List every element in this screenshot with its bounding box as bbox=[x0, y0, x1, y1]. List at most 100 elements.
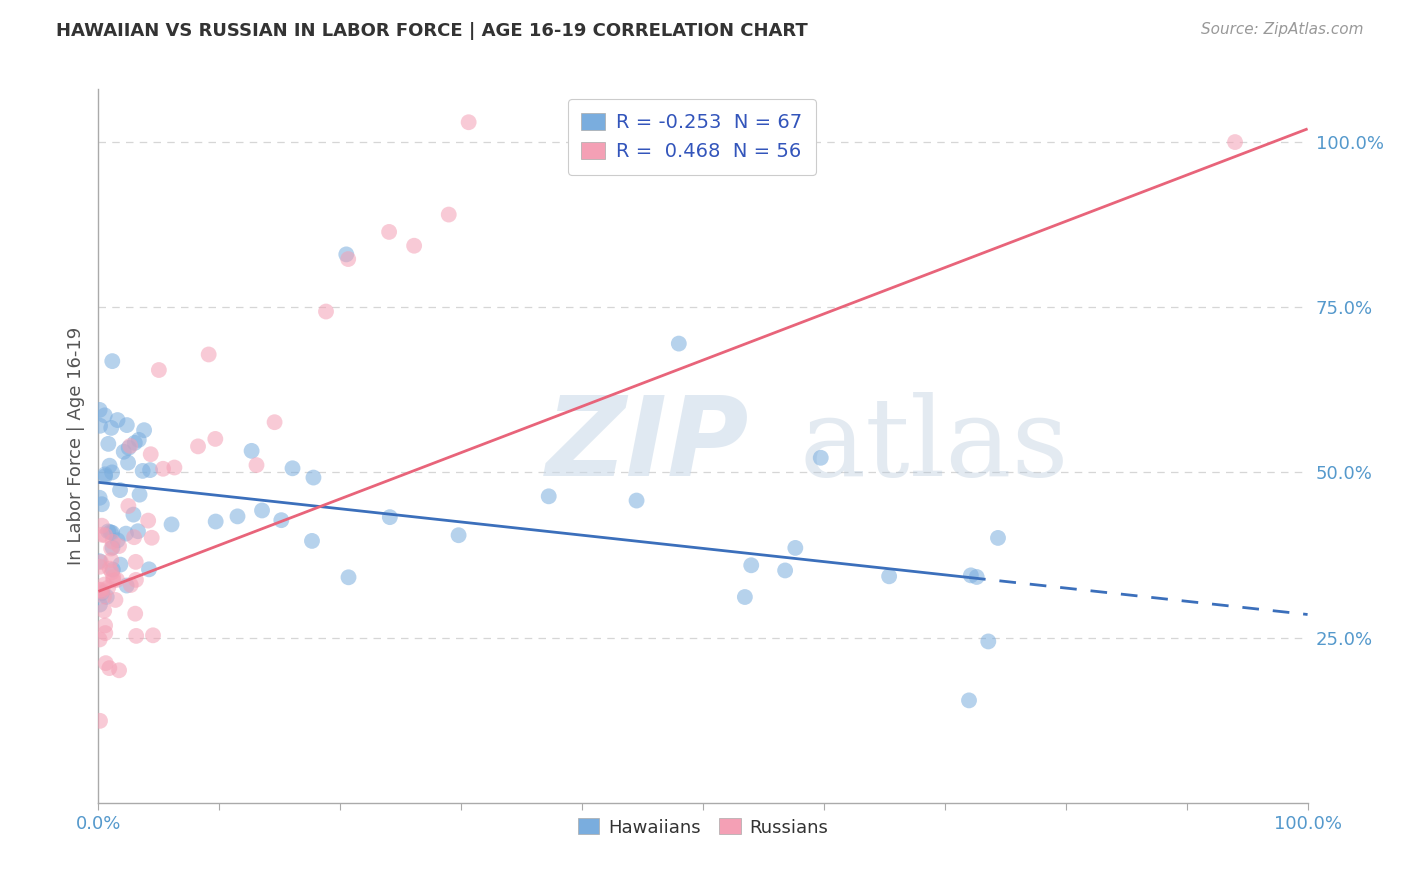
Point bbox=[128, 433, 150, 447]
Point bbox=[91, 586, 114, 600]
Point bbox=[103, 570, 125, 584]
Point bbox=[204, 515, 226, 529]
Text: HAWAIIAN VS RUSSIAN IN LABOR FORCE | AGE 16-19 CORRELATION CHART: HAWAIIAN VS RUSSIAN IN LABOR FORCE | AGE… bbox=[56, 22, 808, 40]
Point bbox=[107, 533, 129, 548]
Point bbox=[101, 541, 124, 555]
Point bbox=[93, 590, 115, 604]
Point bbox=[89, 554, 111, 568]
Point bbox=[537, 489, 560, 503]
Point bbox=[204, 432, 226, 446]
Point bbox=[240, 443, 263, 458]
Point bbox=[107, 413, 129, 427]
Point bbox=[197, 347, 219, 361]
Point bbox=[142, 628, 165, 642]
Point bbox=[124, 607, 146, 621]
Point bbox=[785, 541, 807, 555]
Point bbox=[108, 663, 131, 677]
Point bbox=[810, 450, 832, 465]
Point bbox=[89, 418, 111, 433]
Point bbox=[139, 463, 162, 477]
Point bbox=[101, 534, 124, 549]
Y-axis label: In Labor Force | Age 16-19: In Labor Force | Age 16-19 bbox=[66, 326, 84, 566]
Point bbox=[152, 462, 174, 476]
Text: atlas: atlas bbox=[800, 392, 1070, 500]
Point bbox=[139, 447, 162, 461]
Point bbox=[112, 444, 135, 458]
Point bbox=[877, 569, 900, 583]
Legend: Hawaiians, Russians: Hawaiians, Russians bbox=[571, 811, 835, 844]
Point bbox=[105, 573, 128, 587]
Point bbox=[115, 578, 138, 592]
Point bbox=[90, 497, 112, 511]
Text: Source: ZipAtlas.com: Source: ZipAtlas.com bbox=[1201, 22, 1364, 37]
Point bbox=[100, 421, 122, 435]
Point bbox=[245, 458, 267, 472]
Text: ZIP: ZIP bbox=[546, 392, 749, 500]
Point bbox=[250, 503, 273, 517]
Point bbox=[94, 626, 117, 640]
Point bbox=[773, 564, 796, 578]
Point bbox=[457, 115, 479, 129]
Point bbox=[124, 435, 146, 450]
Point bbox=[626, 493, 648, 508]
Point bbox=[101, 466, 124, 480]
Point bbox=[98, 458, 121, 473]
Point bbox=[94, 618, 117, 632]
Point bbox=[1223, 135, 1246, 149]
Point bbox=[226, 509, 249, 524]
Point bbox=[117, 456, 139, 470]
Point bbox=[128, 488, 150, 502]
Point bbox=[101, 566, 124, 580]
Point bbox=[270, 513, 292, 527]
Point bbox=[90, 518, 112, 533]
Point bbox=[138, 562, 160, 576]
Point bbox=[132, 423, 155, 437]
Point bbox=[160, 517, 183, 532]
Point bbox=[90, 555, 112, 569]
Point bbox=[97, 581, 120, 595]
Point bbox=[131, 464, 153, 478]
Point bbox=[987, 531, 1010, 545]
Point bbox=[89, 582, 111, 597]
Point bbox=[93, 604, 115, 618]
Point bbox=[89, 559, 111, 574]
Point bbox=[98, 562, 121, 576]
Point bbox=[98, 661, 121, 675]
Point bbox=[90, 527, 112, 541]
Point bbox=[89, 403, 111, 417]
Point bbox=[94, 528, 117, 542]
Point bbox=[115, 526, 138, 541]
Point bbox=[108, 483, 131, 497]
Point bbox=[977, 634, 1000, 648]
Point bbox=[125, 573, 148, 587]
Point bbox=[163, 460, 186, 475]
Point bbox=[960, 568, 983, 582]
Point bbox=[94, 656, 117, 670]
Point bbox=[118, 441, 141, 455]
Point bbox=[97, 437, 120, 451]
Point bbox=[136, 514, 159, 528]
Point bbox=[301, 533, 323, 548]
Point bbox=[97, 524, 120, 539]
Point bbox=[101, 563, 124, 577]
Point bbox=[437, 208, 460, 222]
Point bbox=[378, 225, 401, 239]
Point bbox=[335, 247, 357, 261]
Point bbox=[740, 558, 762, 573]
Point bbox=[734, 590, 756, 604]
Point bbox=[122, 530, 145, 544]
Point bbox=[120, 439, 142, 453]
Point bbox=[966, 570, 988, 584]
Point bbox=[187, 439, 209, 453]
Point bbox=[94, 469, 117, 483]
Point bbox=[122, 508, 145, 522]
Point bbox=[337, 252, 360, 266]
Point bbox=[90, 584, 112, 599]
Point bbox=[90, 582, 112, 597]
Point bbox=[141, 531, 163, 545]
Point bbox=[104, 593, 127, 607]
Point bbox=[957, 693, 980, 707]
Point bbox=[89, 598, 111, 612]
Point bbox=[404, 238, 426, 252]
Point bbox=[127, 524, 149, 539]
